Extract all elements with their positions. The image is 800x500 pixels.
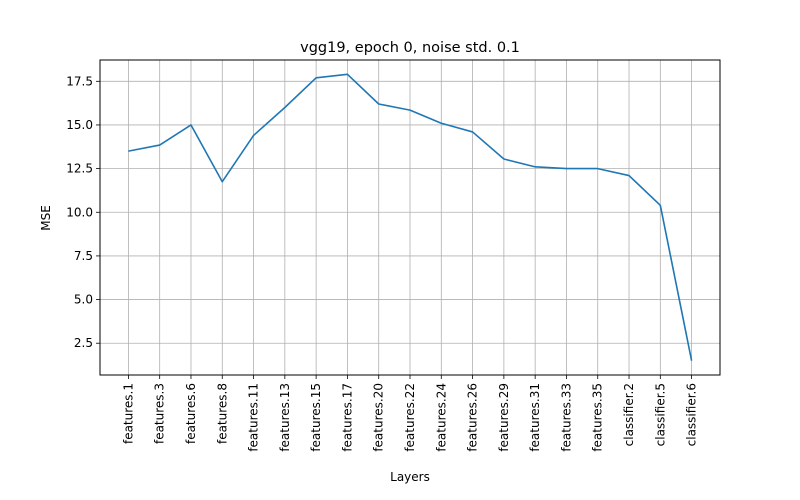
x-tick-label: features.17 — [340, 383, 354, 452]
x-tick-label: features.1 — [121, 383, 135, 444]
x-tick-label: features.31 — [528, 383, 542, 452]
y-tick-label: 5.0 — [74, 293, 93, 307]
x-tick-label: classifier.5 — [653, 383, 667, 446]
x-tick-label: features.6 — [184, 383, 198, 444]
x-tick-label: features.24 — [434, 383, 448, 452]
y-tick-label: 7.5 — [74, 249, 93, 263]
x-tick-label: features.11 — [247, 383, 261, 452]
x-tick-label: classifier.6 — [685, 383, 699, 446]
x-tick-label: features.8 — [215, 383, 229, 444]
x-tick-label: features.29 — [497, 383, 511, 452]
y-tick-label: 2.5 — [74, 336, 93, 350]
x-tick-label: features.3 — [153, 383, 167, 444]
x-tick-label: features.22 — [403, 383, 417, 452]
x-axis: features.1 features.3 features.6 features.8… — [121, 375, 699, 452]
series-layer — [128, 73, 693, 361]
x-axis-title: Layers — [390, 470, 430, 484]
y-axis: 2.5 5.0 7.5 10.0 12.5 15.0 17.5 — [66, 74, 100, 350]
y-tick-label: 12.5 — [66, 162, 93, 176]
y-axis-title: MSE — [39, 205, 53, 231]
x-tick-label: features.20 — [372, 383, 386, 452]
y-tick-label: 10.0 — [66, 205, 93, 219]
y-tick-label: 15.0 — [66, 118, 93, 132]
grid — [100, 60, 720, 375]
x-tick-label: features.33 — [559, 383, 573, 452]
y-tick-label: 17.5 — [66, 74, 93, 88]
x-tick-label: classifier.2 — [622, 383, 636, 446]
x-tick-label: features.15 — [309, 383, 323, 452]
chart-title: vgg19, epoch 0, noise std. 0.1 — [300, 40, 520, 56]
x-tick-label: features.26 — [466, 383, 480, 452]
x-tick-label: features.35 — [591, 383, 605, 452]
x-tick-label: features.13 — [278, 383, 292, 452]
